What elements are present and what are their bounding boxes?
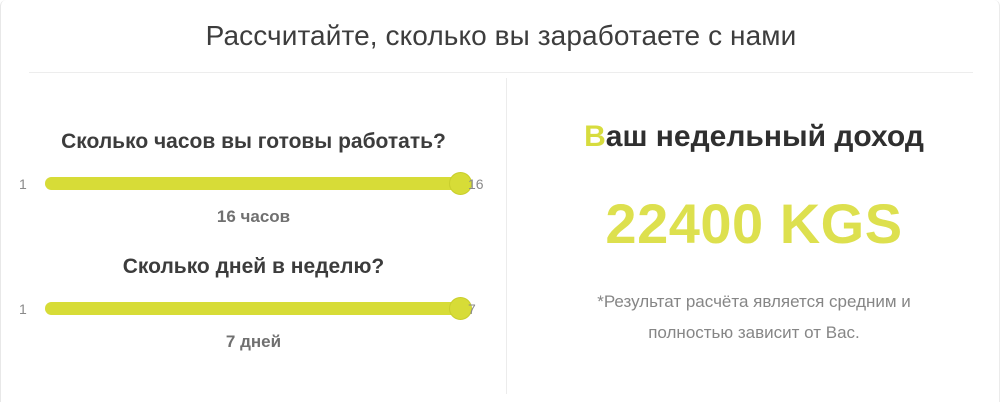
- slider-min-label-hours: 1: [19, 176, 27, 192]
- result-panel: Ваш недельный доход 22400 KGS *Результат…: [507, 73, 999, 402]
- slider-row-hours[interactable]: 1 16: [1, 172, 506, 196]
- slider-thumb-hours[interactable]: [449, 172, 472, 195]
- column-divider: [506, 78, 507, 394]
- income-amount: 22400 KGS: [605, 192, 903, 255]
- income-heading: Ваш недельный доход: [507, 118, 999, 156]
- calculator-body: Сколько часов вы готовы работать? 1 16 1…: [1, 73, 999, 402]
- slider-question-hours: Сколько часов вы готовы работать?: [61, 130, 446, 153]
- slider-thumb-days[interactable]: [449, 297, 472, 320]
- slider-value-hours: 16 часов: [216, 207, 291, 226]
- slider-group-hours: Сколько часов вы готовы работать? 1 16 1…: [1, 129, 506, 228]
- slider-min-label-days: 1: [19, 301, 27, 317]
- income-heading-rest: аш недельный доход: [605, 120, 924, 153]
- slider-value-days: 7 дней: [225, 332, 282, 351]
- title-divider: [29, 72, 973, 73]
- slider-track-hours[interactable]: [45, 172, 472, 195]
- slider-fill-days: [45, 302, 461, 315]
- slider-group-days: Сколько дней в неделю? 1 7 7 дней: [1, 254, 506, 353]
- slider-max-label-days: 7: [468, 301, 476, 317]
- slider-track-days[interactable]: [45, 297, 472, 320]
- income-heading-accent-letter: В: [584, 120, 606, 153]
- page-title: Рассчитайте, сколько вы заработаете с на…: [205, 20, 797, 51]
- slider-row-days[interactable]: 1 7: [1, 297, 506, 321]
- slider-fill-hours: [45, 177, 461, 190]
- inputs-panel: Сколько часов вы готовы работать? 1 16 1…: [1, 73, 506, 402]
- slider-max-label-hours: 16: [468, 176, 484, 192]
- income-disclaimer: *Результат расчёта является средним и по…: [597, 292, 911, 342]
- slider-question-days: Сколько дней в неделю?: [122, 255, 385, 278]
